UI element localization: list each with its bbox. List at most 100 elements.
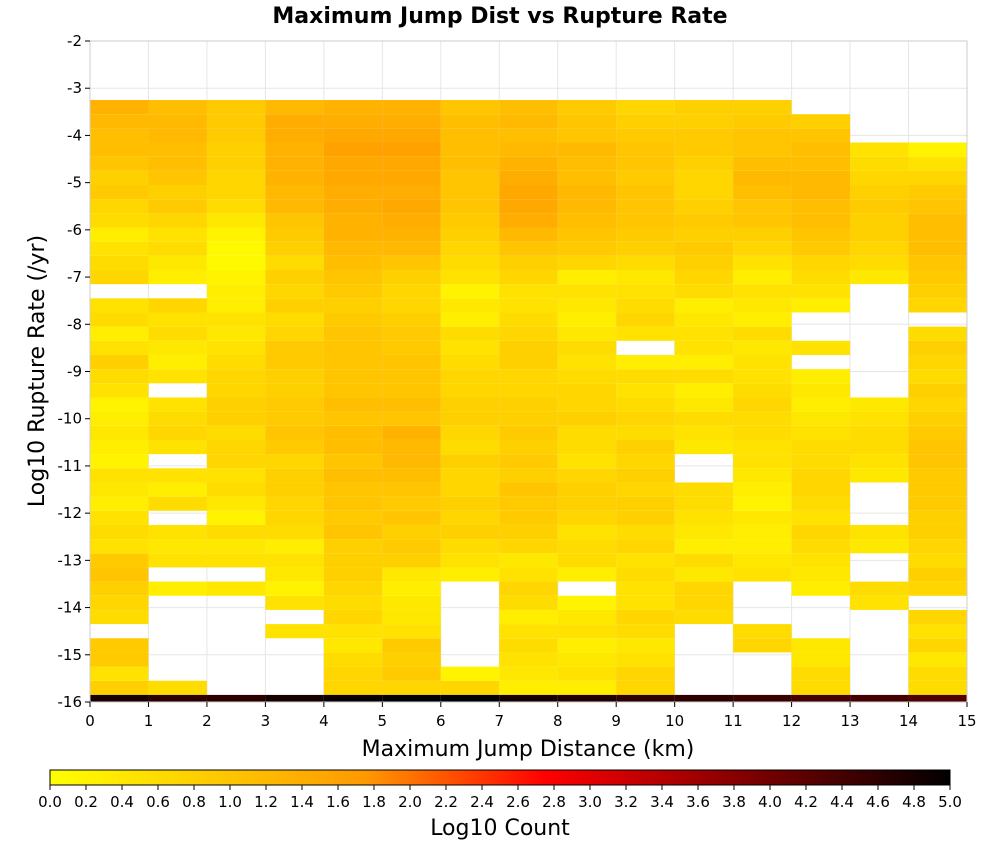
heatmap-cell [733, 227, 792, 242]
heatmap-cell [323, 114, 383, 129]
heatmap-cell [148, 255, 207, 270]
heatmap-cell [557, 114, 617, 129]
y-tick-label: -12 [58, 504, 83, 522]
heatmap-cell [265, 468, 324, 483]
heatmap-cell [733, 298, 792, 313]
heatmap-cell [908, 255, 967, 270]
heatmap-cell [557, 680, 617, 695]
heatmap-cell [499, 581, 558, 596]
heatmap-cell [674, 553, 734, 568]
x-tick-label: 8 [553, 712, 563, 730]
heatmap-cell [265, 397, 324, 412]
heatmap-cell [791, 213, 851, 228]
heatmap-cell [791, 156, 851, 171]
heatmap-cell [382, 680, 441, 695]
heatmap-cell [90, 581, 149, 596]
heatmap-cell [616, 213, 675, 228]
heatmap-cell [90, 454, 149, 469]
heatmap-cell [850, 227, 909, 242]
heatmap-cell-bottom-row [674, 694, 734, 702]
heatmap-cell [206, 312, 266, 327]
colorbar-tick-label: 2.8 [542, 793, 566, 811]
heatmap-cell [148, 496, 207, 511]
heatmap-cell [382, 510, 441, 525]
heatmap-cell [791, 284, 851, 299]
colorbar-tick-label: 2.2 [434, 793, 458, 811]
heatmap-cell [206, 114, 266, 129]
heatmap-cell [382, 284, 441, 299]
heatmap-cell [265, 510, 324, 525]
x-axis-label: Maximum Jump Distance (km) [362, 737, 695, 762]
heatmap-cell [908, 524, 967, 540]
heatmap-cell [850, 241, 909, 256]
heatmap-cell [616, 609, 675, 625]
heatmap-cell [850, 581, 909, 596]
heatmap-cell [206, 354, 266, 370]
heatmap-cell [908, 454, 967, 469]
heatmap-cell [674, 312, 734, 327]
heatmap-cell [323, 666, 383, 681]
heatmap-cell [323, 369, 383, 384]
heatmap-cell [382, 652, 441, 667]
heatmap-cell [440, 439, 500, 455]
heatmap-cell [323, 185, 383, 200]
heatmap-cell [90, 156, 149, 171]
y-tick-label: -6 [67, 221, 82, 239]
heatmap-cell [206, 482, 266, 497]
x-tick-label: 7 [494, 712, 504, 730]
heatmap-cell [265, 454, 324, 469]
y-axis-ticks: -2 -3 -4 -5 -6 -7 -8 -9 -10 -11 -12 -13 -14 -15 -16 [58, 32, 90, 711]
heatmap-cell [733, 369, 792, 384]
heatmap-cell [557, 170, 617, 186]
heatmap-cell [616, 411, 675, 426]
heatmap-cell [440, 496, 500, 511]
heatmap-cell [499, 255, 558, 270]
heatmap-cell [557, 227, 617, 242]
heatmap-cell [791, 454, 851, 469]
heatmap-cell [90, 482, 149, 497]
heatmap-cell [733, 312, 792, 327]
heatmap-cell [440, 510, 500, 525]
heatmap-cell [148, 524, 207, 540]
heatmap-cell [499, 185, 558, 200]
heatmap-cell [733, 100, 792, 115]
heatmap-cell [499, 170, 558, 186]
heatmap-cell [674, 496, 734, 511]
heatmap-cell [148, 213, 207, 228]
heatmap-cell [206, 496, 266, 511]
heatmap-cell [908, 397, 967, 412]
heatmap-cell [499, 354, 558, 370]
heatmap-cell [908, 624, 967, 639]
heatmap-cell [557, 284, 617, 299]
heatmap-cell [616, 100, 675, 115]
colorbar-tick-label: 4.6 [866, 793, 890, 811]
colorbar-tick-label: 3.6 [686, 793, 710, 811]
heatmap-cell [265, 312, 324, 327]
y-tick-label: -15 [58, 646, 83, 664]
colorbar-tick-label: 1.0 [218, 793, 242, 811]
heatmap-cell [265, 199, 324, 214]
heatmap-cell [382, 369, 441, 384]
heatmap-cell [323, 213, 383, 228]
heatmap-cell [908, 227, 967, 242]
heatmap-cell [90, 170, 149, 186]
heatmap-cell [850, 468, 909, 483]
heatmap-cell [908, 652, 967, 667]
heatmap-cell [616, 595, 675, 610]
heatmap-cell [733, 114, 792, 129]
heatmap-cell [499, 624, 558, 639]
heatmap-cell [616, 510, 675, 525]
heatmap-cell [674, 609, 734, 625]
heatmap-cell [206, 298, 266, 313]
heatmap-cell [908, 199, 967, 214]
colorbar-tick-label: 0.8 [182, 793, 206, 811]
y-tick-label: -8 [67, 315, 82, 333]
heatmap-cell [908, 482, 967, 497]
heatmap-cell [557, 199, 617, 214]
heatmap-cell [90, 142, 149, 157]
heatmap-cell [674, 114, 734, 129]
heatmap-cell [90, 425, 149, 440]
heatmap-cell [206, 340, 266, 355]
heatmap-cell [557, 269, 617, 285]
heatmap-cell [674, 284, 734, 299]
